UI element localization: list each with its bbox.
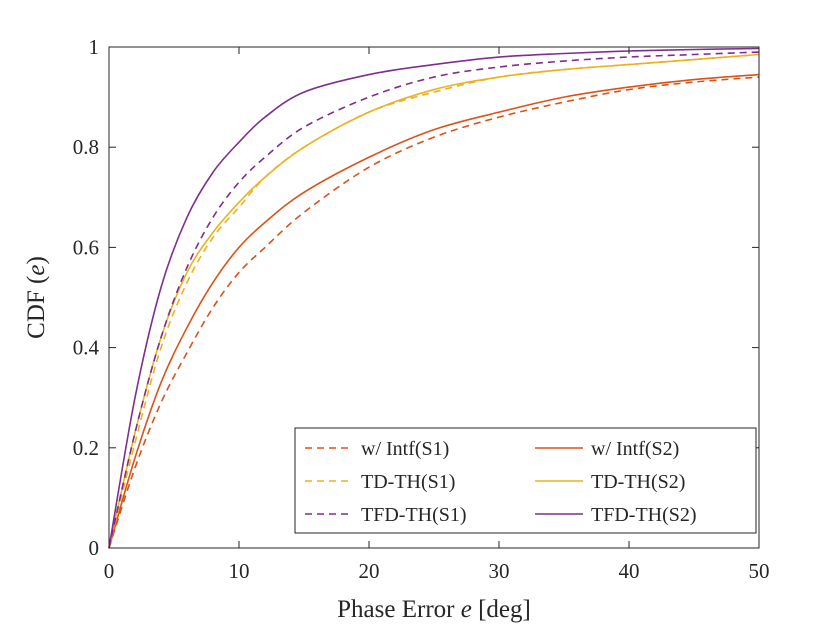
legend-entry-label: TFD-TH(S2) [591, 504, 697, 526]
series-line-6 [108, 47, 760, 549]
x-axis-label-var: e [461, 596, 472, 623]
plot-frame [108, 46, 760, 549]
x-axis-label: Phase Error e [deg] [337, 596, 531, 623]
legend: w/ Intf(S1) w/ Intf(S2) TD-TH(S1) TD-TH(S2)… [294, 427, 757, 534]
x-axis-label-suffix: [deg] [472, 596, 531, 623]
legend-entry-label: TFD-TH(S1) [361, 504, 467, 526]
series-line-1 [108, 76, 760, 549]
x-tick-label: 40 [619, 559, 640, 583]
y-tick-label: 0 [89, 536, 100, 560]
y-tick-label: 0.4 [73, 336, 100, 360]
legend-box [294, 427, 757, 534]
y-tick-label: 0.8 [73, 135, 99, 159]
y-tick-label: 0.2 [73, 436, 99, 460]
y-axis-label-suffix: ) [23, 256, 50, 264]
series-layer [108, 47, 760, 549]
legend-entry-label: w/ Intf(S2) [591, 438, 679, 460]
legend-entry-label: TD-TH(S2) [591, 471, 685, 493]
x-tick-label: 20 [359, 559, 380, 583]
ticks-layer: 0 10 20 30 40 50 0 0.2 0.4 0.6 0.8 1 [73, 35, 770, 583]
series-line-5 [108, 51, 760, 549]
y-tick-label: 1 [89, 35, 100, 59]
legend-entry-label: w/ Intf(S1) [361, 438, 449, 460]
y-axis-label: CDF (e) [23, 256, 50, 339]
series-line-2 [108, 73, 760, 549]
legend-entry-label: TD-TH(S1) [361, 471, 455, 493]
y-tick-label: 0.6 [73, 235, 99, 259]
y-axis-label-var: e [23, 265, 50, 276]
x-tick-label: 10 [229, 559, 250, 583]
x-tick-label: 0 [104, 559, 115, 583]
x-axis-label-prefix: Phase Error [337, 596, 461, 623]
y-axis-label-prefix: CDF ( [23, 276, 50, 339]
x-tick-label: 50 [749, 559, 770, 583]
x-tick-label: 30 [489, 559, 510, 583]
